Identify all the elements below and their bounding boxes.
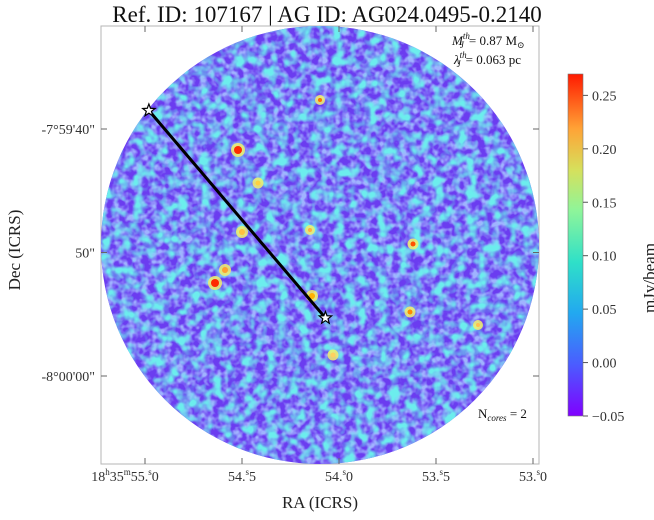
colorbar-label: mJy/beam <box>640 243 654 313</box>
colorbar-tick-label: 0.20 <box>592 143 617 158</box>
colorbar-tick: 0.00 <box>583 357 617 372</box>
x-tick-label: 53.s5 <box>422 467 450 485</box>
colorbar-tick-label: −0.05 <box>592 410 624 425</box>
colorbar <box>567 73 584 417</box>
emission-peak <box>308 228 312 232</box>
emission-peak <box>211 279 219 287</box>
emission-peak <box>476 323 480 327</box>
colorbar-tick: 0.25 <box>583 89 617 104</box>
x-tick: 54.s0 <box>325 26 353 485</box>
y-axis-label: Dec (ICRS) <box>5 209 24 291</box>
x-axis-label: RA (ICRS) <box>281 493 359 512</box>
x-tick-label: 54.s5 <box>228 467 256 485</box>
colorbar-tick-label: 0.10 <box>592 250 617 265</box>
intensity-map <box>101 26 539 464</box>
x-tick-label: 53.s0 <box>519 467 547 485</box>
colorbar-ticks: 0.25 0.20 0.15 0.10 0.05 0.00 −0.05 <box>583 89 624 425</box>
x-tick: 53.s0 <box>519 26 547 485</box>
core-separation-line <box>147 109 327 319</box>
ncores-annotation: Ncores = 2 <box>478 406 527 423</box>
jeans-mass-annotation: Mth J = 0.87 M⊙ <box>451 31 525 50</box>
colorbar-tick-label: 0.15 <box>592 196 617 211</box>
core-marker <box>317 309 334 325</box>
y-tick-label: 50" <box>75 247 95 262</box>
emission-peak <box>234 146 242 154</box>
chart-title: Ref. ID: 107167 | AG ID: AG024.0495-0.21… <box>112 2 542 27</box>
colorbar-tick: 0.05 <box>583 303 617 318</box>
emission-peak <box>318 98 322 102</box>
emission-peak <box>309 293 315 299</box>
x-tick-label: 18h35m55.s0 <box>91 467 159 485</box>
jeans-length-annotation: λth J = 0.063 pc <box>453 50 521 69</box>
y-tick: -7°59'40" <box>42 123 539 138</box>
emission-peak <box>330 352 336 358</box>
emission-peak <box>222 267 228 273</box>
y-tick-label: -7°59'40" <box>42 123 96 138</box>
y-tick: -8°00'00" <box>42 370 539 385</box>
y-tick: 50" <box>75 247 539 262</box>
colorbar-tick: −0.05 <box>583 410 624 425</box>
colorbar-tick-label: 0.00 <box>592 357 617 372</box>
colorbar-tick: 0.15 <box>583 196 617 211</box>
colorbar-tick: 0.20 <box>583 143 617 158</box>
y-tick-label: -8°00'00" <box>42 370 96 385</box>
emission-peak <box>255 180 261 186</box>
emission-peak <box>239 229 245 235</box>
x-tick-label: 54.s0 <box>325 467 353 485</box>
colorbar-tick-label: 0.05 <box>592 303 617 318</box>
x-tick: 18h35m55.s0 <box>91 26 159 485</box>
emission-peak <box>407 309 413 315</box>
core-layer <box>141 102 334 325</box>
colorbar-tick: 0.10 <box>583 250 617 265</box>
x-tick: 54.s5 <box>228 26 256 485</box>
axis-ticks: 18h35m55.s0 54.s5 54.s0 53.s5 53.s0 -7°59'40"… <box>42 26 547 485</box>
emission-peak <box>410 241 416 247</box>
x-tick: 53.s5 <box>422 26 450 485</box>
core-marker <box>141 102 157 118</box>
colorbar-tick-label: 0.25 <box>592 89 617 104</box>
